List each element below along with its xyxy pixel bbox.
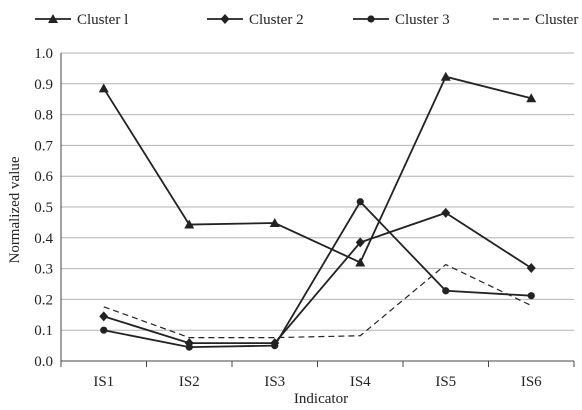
- legend-label: Cluster 3: [395, 12, 450, 28]
- y-tick-label: 0.2: [34, 292, 53, 308]
- series-line: [103, 263, 532, 339]
- legend-marker: [220, 14, 230, 24]
- y-tick-label: 0.5: [34, 200, 53, 216]
- data-point: [185, 343, 193, 351]
- series-2: [99, 207, 536, 349]
- legend-label: Cluster 4: [535, 12, 582, 28]
- legend-item: Cluster 2: [207, 12, 304, 28]
- x-tick-label: IS3: [264, 374, 285, 390]
- legend-marker: [367, 15, 375, 23]
- y-tick-label: 0.6: [34, 169, 53, 185]
- series-line: [102, 75, 532, 264]
- y-tick-label: 0.8: [34, 108, 53, 124]
- y-axis-title: Normalized value: [7, 156, 23, 263]
- series-line: [103, 211, 532, 345]
- data-point: [526, 262, 536, 273]
- legend-item: Cluster 3: [353, 12, 450, 28]
- data-point: [271, 342, 279, 350]
- x-tick-label: IS1: [93, 374, 114, 390]
- y-tick-label: 1.0: [34, 46, 53, 62]
- data-point: [98, 83, 109, 93]
- data-point: [441, 207, 451, 218]
- data-point: [442, 287, 450, 295]
- grid: [61, 52, 574, 331]
- series-3: [100, 198, 535, 351]
- data-point: [440, 71, 451, 81]
- data-point: [99, 311, 109, 322]
- x-tick-label: IS5: [435, 374, 456, 390]
- data-point: [527, 292, 535, 300]
- legend-label: Cluster l: [77, 12, 128, 28]
- data-point: [184, 219, 195, 229]
- x-tick-label: IS2: [179, 374, 200, 390]
- axes: [60, 53, 575, 367]
- data-point: [526, 93, 537, 103]
- y-tick-label: 0.9: [34, 77, 53, 93]
- y-tick-label: 0.4: [34, 231, 53, 247]
- data-point: [355, 237, 365, 248]
- series-1: [98, 71, 537, 267]
- x-axis-title: Indicator: [294, 391, 348, 407]
- y-tick-label: 0.0: [34, 354, 53, 370]
- data-point: [355, 257, 366, 267]
- legend-label: Cluster 2: [249, 12, 304, 28]
- legend-item: Cluster l: [35, 12, 128, 28]
- series-4: [103, 263, 532, 339]
- x-tick-label: IS6: [521, 374, 542, 390]
- data-point: [356, 198, 364, 206]
- data-point: [269, 218, 280, 228]
- legend-marker: [48, 14, 58, 23]
- legend-item: Cluster 4: [493, 12, 582, 28]
- y-tick-labels: 0.0 0.1 0.2 0.3 0.4 0.5 0.6 0.7 0.8 0.9 1.0: [34, 46, 53, 370]
- series-line: [103, 200, 532, 349]
- x-tick-labels: IS1 IS2 IS3 IS4 IS5 IS6: [93, 374, 542, 390]
- y-tick-label: 0.1: [34, 323, 53, 339]
- y-tick-label: 0.3: [34, 262, 53, 278]
- x-tick-label: IS4: [350, 374, 371, 390]
- series-lines: [98, 71, 537, 351]
- data-point: [100, 326, 108, 334]
- legend: Cluster l Cluster 2 Cluster 3 Cluster 4: [35, 12, 582, 28]
- y-tick-label: 0.7: [34, 138, 53, 154]
